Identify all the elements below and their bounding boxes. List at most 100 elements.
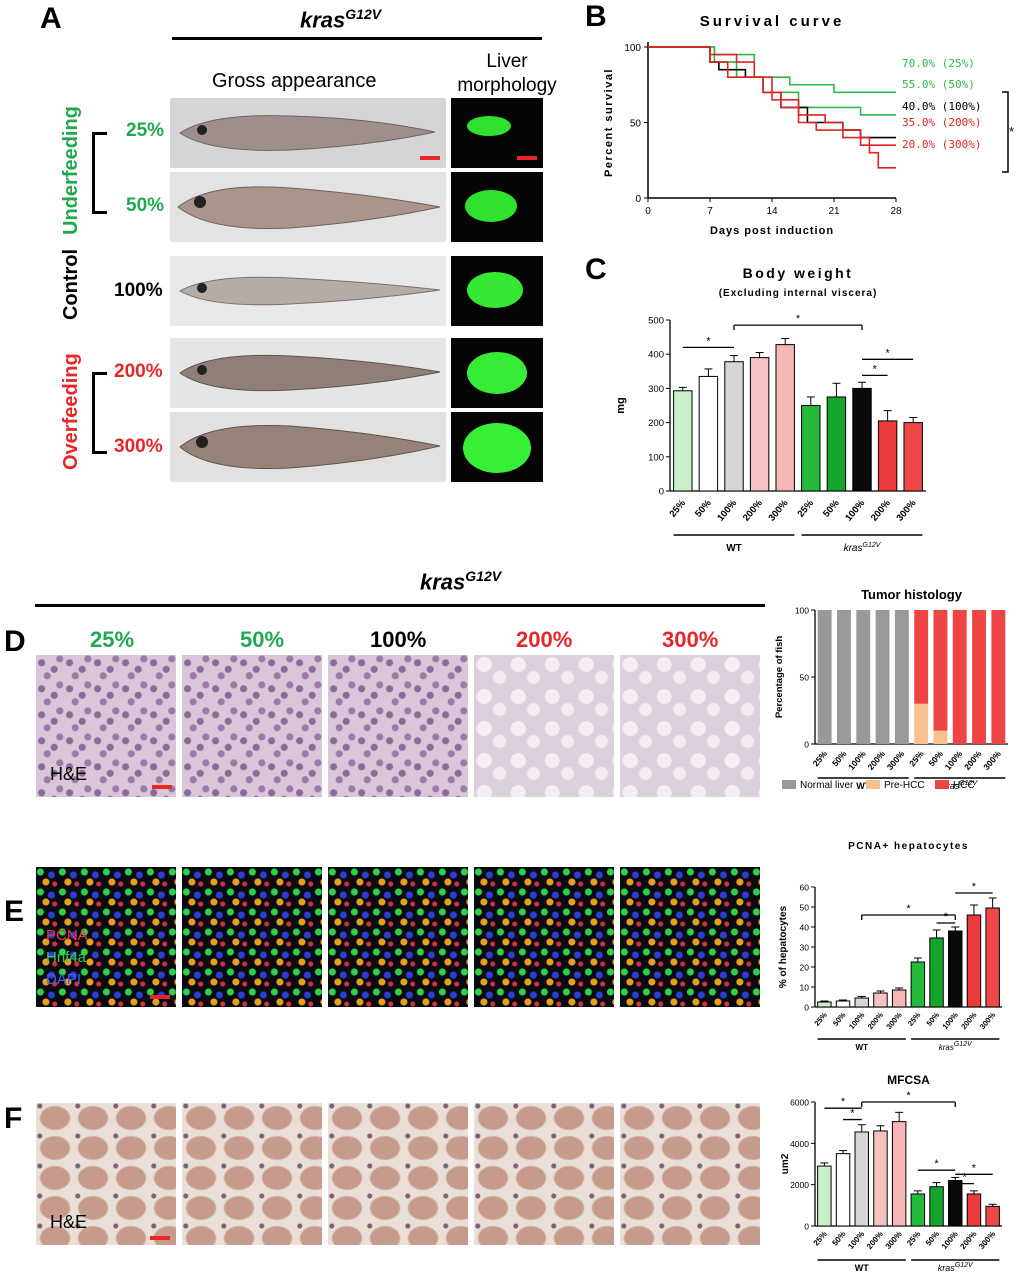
tumor-histology-chart: Tumor histology 0 50 100 Percentage of fish 2… — [774, 587, 1008, 791]
mfcsa-cat-label-1: 50% — [830, 1230, 847, 1248]
liver-drawing-300 — [463, 423, 531, 473]
row-label-50: 50% — [126, 195, 165, 216]
pcna-cat-label-7: 100% — [941, 1010, 960, 1031]
mfcsa-cat-label-4: 300% — [884, 1230, 904, 1251]
mfcsa-bar-4 — [891, 1121, 907, 1227]
histo-col-50: 50% — [240, 627, 285, 652]
panel-label-c: C — [585, 253, 607, 286]
survival-xtick-label-3: 21 — [828, 206, 840, 217]
if-key-dapi: DAPI — [46, 971, 82, 988]
survival-line-3 — [648, 46, 896, 146]
liver-drawing-50 — [465, 190, 517, 222]
tumor-legend-swatch-0 — [782, 780, 796, 789]
weight-cat-label-6: 50% — [821, 497, 842, 519]
fish-drawing-25 — [179, 115, 440, 160]
mfcsa-bar-9 — [985, 1205, 1000, 1227]
fish-image-100 — [170, 256, 446, 326]
tumor-cat-label-8: 200% — [962, 749, 984, 772]
pcna-bar-5 — [910, 961, 926, 1008]
mfcsa-sig-star-1: * — [850, 1108, 855, 1120]
pcna-cat-label-1: 50% — [831, 1010, 848, 1028]
he-liver-tile-50 — [182, 655, 322, 797]
histo-col-300: 300% — [662, 627, 719, 652]
pcna-ytick-label-1: 10 — [800, 983, 810, 993]
panel-label-a: A — [40, 2, 62, 35]
panel-label-d: D — [4, 625, 26, 658]
tumor-bar-2-6 — [933, 610, 948, 731]
he-muscle-tile-200 — [474, 1103, 614, 1245]
survival-sig-bracket — [1002, 91, 1009, 173]
pcna-group-label-1: krasG12V — [939, 1041, 973, 1052]
weight-bar-1 — [698, 375, 719, 492]
if-tile-50 — [182, 867, 322, 1007]
pcna-ytick-label-6: 60 — [800, 883, 810, 893]
pcna-cat-label-9: 300% — [978, 1010, 997, 1031]
tumor-ytick-label-2: 100 — [795, 606, 809, 616]
tumor-ytick-label-1: 50 — [800, 673, 810, 683]
mfcsa-bar-5 — [910, 1193, 926, 1227]
genotype-base: kras — [300, 7, 346, 33]
tumor-bar-1-6 — [933, 730, 948, 744]
pcna-bar-8 — [966, 914, 982, 1008]
mfcsa-bar-2 — [854, 1131, 869, 1227]
genotype-sup-d: G12V — [465, 568, 502, 584]
tumor-bar-0-4 — [894, 610, 909, 744]
survival-series-label-2: 40.0% (100%) — [902, 100, 981, 113]
weight-ytick-label-5: 500 — [648, 316, 664, 327]
pcna-ytick-label-2: 20 — [800, 963, 810, 973]
pcna-cat-label-8: 200% — [959, 1010, 978, 1031]
mfcsa-sig-star-4: * — [962, 1172, 967, 1184]
pcna-cat-label-2: 100% — [847, 1010, 866, 1031]
he-liver-tile-25 — [36, 655, 176, 797]
pcna-bar-7 — [948, 930, 963, 1008]
weight-sig-star-2: * — [873, 363, 878, 375]
mfcsa-sig-star-0: * — [841, 1096, 846, 1108]
panel-a-genotype-underline — [172, 37, 542, 40]
panel-d-genotype: krasG12V — [420, 568, 501, 595]
weight-cat-label-0: 25% — [667, 497, 688, 519]
weight-bar-9 — [903, 422, 923, 492]
tumor-legend-label-1: Pre-HCC — [884, 780, 925, 791]
weight-bar-5 — [801, 405, 821, 492]
weight-cat-label-4: 300% — [766, 497, 790, 523]
fish-drawing-300 — [179, 425, 441, 469]
body-weight-chart: Body weight (Excluding internal viscera) 0… — [615, 265, 926, 554]
pcna-cat-label-4: 300% — [884, 1010, 903, 1031]
fish-drawing-200 — [179, 354, 441, 392]
pcna-sig-star-0: * — [906, 903, 911, 915]
he-muscle-tile-50 — [182, 1103, 322, 1245]
genotype-sup: G12V — [345, 6, 382, 22]
tumor-ylabel: Percentage of fish — [774, 636, 785, 719]
survival-xlabel: Days post induction — [710, 225, 834, 237]
survival-ylabel: Percent survival — [603, 68, 615, 177]
survival-series-label-0: 70.0% (25%) — [902, 57, 975, 70]
mfcsa-ytick-label-3: 6000 — [790, 1098, 809, 1108]
fish-image-300 — [170, 412, 446, 482]
survival-ytick-label-2: 100 — [624, 43, 641, 54]
survival-xtick-label-0: 0 — [645, 206, 651, 217]
if-tile-25 — [36, 867, 176, 1007]
mfcsa-cat-label-9: 300% — [977, 1230, 997, 1251]
liver-image-25 — [451, 98, 543, 168]
he-muscle-tile-25 — [36, 1103, 176, 1245]
mfcsa-bar-8 — [966, 1193, 982, 1227]
fish-image-25 — [170, 98, 446, 168]
histo-col-200: 200% — [516, 627, 573, 652]
tumor-bar-0-1 — [837, 610, 851, 744]
weight-subtitle: (Excluding internal viscera) — [719, 288, 878, 299]
weight-group-label-0: WT — [726, 543, 742, 554]
survival-title: Survival curve — [700, 13, 845, 30]
pcna-chart: PCNA+ hepatocytes 0 10 20 30 40 50 60 % of hepat… — [778, 841, 1002, 1052]
tumor-bar-0-0 — [817, 610, 832, 744]
he-liver-tile-200 — [474, 655, 614, 797]
pcna-ytick-label-4: 40 — [800, 923, 810, 933]
tumor-legend-swatch-2 — [935, 780, 949, 789]
mfcsa-title: MFCSA — [887, 1073, 930, 1087]
group-label-underfeeding: Underfeeding — [60, 106, 82, 235]
tumor-legend-swatch-1 — [866, 780, 880, 789]
mfcsa-ytick-label-0: 0 — [804, 1222, 809, 1232]
survival-chart: Survival curve 0 50 100 0 7 14 21 28 Days post in… — [603, 13, 1014, 237]
pcna-cat-label-0: 25% — [812, 1010, 829, 1028]
weight-bar-6 — [826, 396, 847, 492]
